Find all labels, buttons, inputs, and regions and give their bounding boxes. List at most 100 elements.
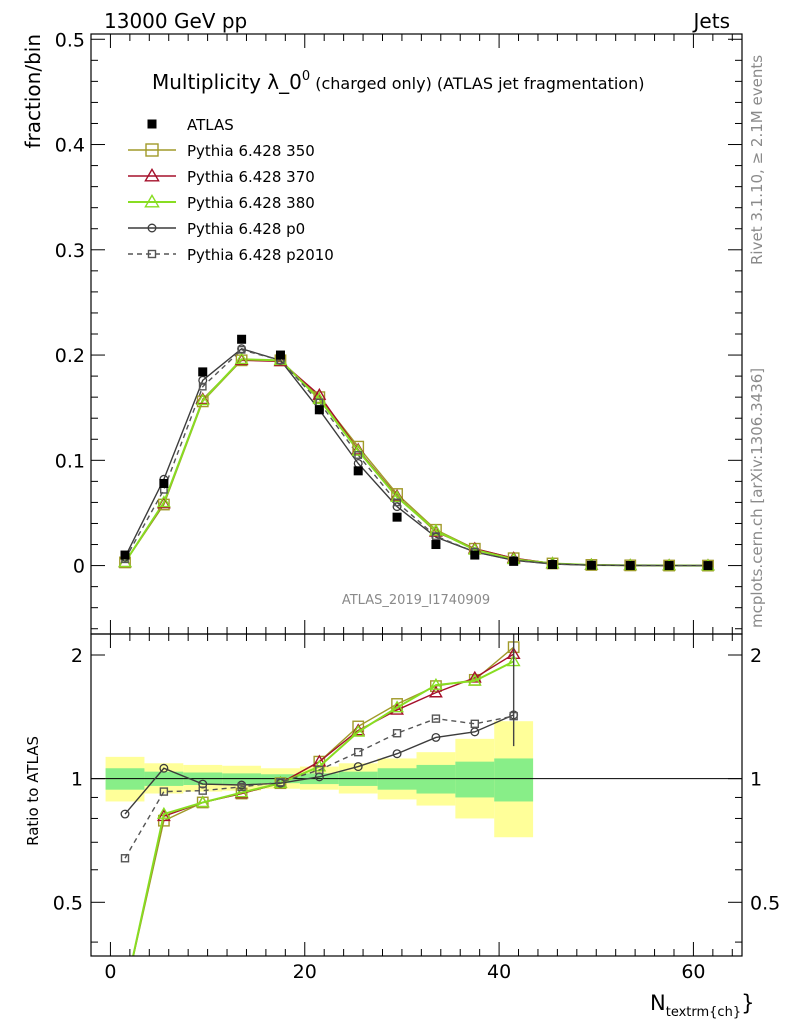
- ratio-series-point: [467, 670, 482, 683]
- ratio-frame: [90, 633, 743, 957]
- ratio-y-tick-label: 0.5: [53, 892, 83, 914]
- atlas-data-point: [509, 556, 519, 566]
- main-series-point: [198, 382, 207, 391]
- legend-label: Pythia 6.428 p2010: [187, 246, 334, 264]
- ratio-y-tick-label-right: 2: [750, 645, 762, 667]
- ratio-series-point: [198, 779, 208, 789]
- ratio-series-point: [470, 727, 480, 737]
- ratio-y-tick-label-right: 0.5: [750, 892, 780, 914]
- legend: ATLAS Pythia 6.428 350 Pythia 6.428 370 Pyt…: [128, 116, 334, 264]
- legend-label: Pythia 6.428 370: [187, 168, 315, 186]
- ratio-series-point: [428, 685, 443, 698]
- chart-title-detail: (charged only) (ATLAS jet fragmentation): [310, 74, 644, 93]
- plot-frames: 0 0.1 0.2 0.3 0.4 0.5 0 20 40 60 0.5 0.5 1 1 2 2: [53, 29, 780, 983]
- main-y-tick-label: 0.4: [55, 135, 85, 157]
- main-series-group: [118, 334, 715, 572]
- ratio-series-point: [120, 809, 130, 819]
- main-series-line: [124, 358, 708, 567]
- legend-marker: [145, 143, 159, 157]
- legend-marker: [147, 249, 157, 259]
- ratio-series-line: [132, 653, 515, 956]
- main-series-point: [237, 345, 246, 354]
- atlas-data-point: [159, 478, 169, 488]
- ratio-series-point: [120, 854, 130, 863]
- main-series-point: [392, 502, 402, 512]
- ratio-series-point: [351, 724, 366, 737]
- main-y-tick-label: 0.2: [55, 345, 85, 367]
- atlas-data-point: [664, 561, 674, 571]
- chart-title-main: Multiplicity λ_0: [152, 70, 302, 94]
- ratio-series-point: [354, 747, 363, 757]
- ratio-series-point: [120, 988, 130, 998]
- ratio-series-line: [124, 715, 514, 859]
- atlas-data-point: [625, 560, 635, 570]
- ratio-y-tick-label: 2: [71, 645, 83, 667]
- ratio-series-point: [390, 700, 405, 713]
- main-series-point: [156, 495, 171, 508]
- x-axis-label-main: N: [650, 991, 666, 1015]
- legend-marker: [144, 168, 160, 182]
- main-series-point: [390, 490, 405, 503]
- main-y-tick-label: 0.1: [55, 450, 85, 472]
- analysis-watermark: ATLAS_2019_I1740909: [342, 593, 490, 608]
- ratio-bands-group: [91, 721, 742, 838]
- ratio-series-line: [132, 660, 515, 956]
- ratio-band-inner: [455, 761, 495, 798]
- atlas-data-point: [275, 350, 285, 360]
- x-tick-label: 60: [681, 961, 705, 983]
- x-tick-label: 40: [487, 961, 511, 983]
- legend-marker: [147, 119, 157, 129]
- main-series-point: [428, 523, 443, 536]
- x-tick-label: 0: [104, 961, 116, 983]
- header-energy-label: 13000 GeV pp: [104, 9, 247, 33]
- atlas-data-point: [586, 560, 596, 570]
- atlas-data-point: [198, 367, 208, 377]
- ratio-series-point: [276, 778, 285, 787]
- legend-marker: [144, 194, 160, 208]
- ratio-series-point: [119, 988, 130, 998]
- ratio-series-line: [124, 714, 514, 815]
- ratio-series-point: [470, 719, 479, 729]
- chart-title-superscript: 0: [302, 69, 310, 84]
- ratio-series-point: [198, 786, 207, 795]
- x-axis-label-subscript: textrm{ch}: [666, 1005, 741, 1020]
- ratio-series-point: [431, 732, 441, 742]
- ratio-series-point: [467, 673, 482, 686]
- ratio-series-point: [234, 785, 249, 798]
- ratio-y-tick-label: 1: [71, 769, 83, 791]
- main-series-point: [195, 393, 210, 406]
- ratio-y-axis-label: Ratio to ATLAS: [24, 736, 42, 846]
- main-series-point: [198, 375, 208, 385]
- legend-label: Pythia 6.428 350: [187, 142, 315, 160]
- atlas-data-point: [237, 334, 247, 344]
- ratio-series-group: [119, 634, 521, 998]
- atlas-data-point: [120, 550, 130, 560]
- x-axis-label: Ntextrm{ch}}: [650, 991, 754, 1020]
- ratio-series-point: [159, 763, 169, 773]
- ratio-plot: [119, 634, 521, 998]
- main-y-axis-label: fraction/bin: [21, 34, 45, 149]
- ratio-series-point: [428, 677, 443, 690]
- legend-label: Pythia 6.428 p0: [187, 220, 305, 238]
- atlas-data-point: [353, 466, 363, 476]
- ratio-series-point: [431, 714, 441, 723]
- main-y-tick-label: 0.3: [55, 240, 85, 262]
- ratio-y-tick-label-right: 1: [750, 769, 762, 791]
- main-series-point: [393, 498, 401, 507]
- legend-marker: [147, 223, 157, 233]
- main-series-line: [124, 347, 708, 567]
- x-axis-label-close: }: [741, 991, 754, 1015]
- main-y-tick-label: 0.5: [55, 29, 85, 51]
- main-series-point: [312, 392, 327, 405]
- atlas-data-point: [548, 560, 558, 570]
- main-series-point: [432, 532, 440, 541]
- ratio-series-line: [132, 646, 515, 956]
- ratio-series-point: [156, 809, 171, 822]
- main-plot: [118, 334, 715, 572]
- main-series-line: [124, 349, 708, 567]
- mcplots-source-label: mcplots.cern.ch [arXiv:1306.3436]: [748, 368, 766, 628]
- header-process-label: Jets: [692, 9, 730, 33]
- rivet-version-label: Rivet 3.1.10, ≥ 2.1M events: [748, 55, 766, 265]
- legend-label: Pythia 6.428 380: [187, 194, 315, 212]
